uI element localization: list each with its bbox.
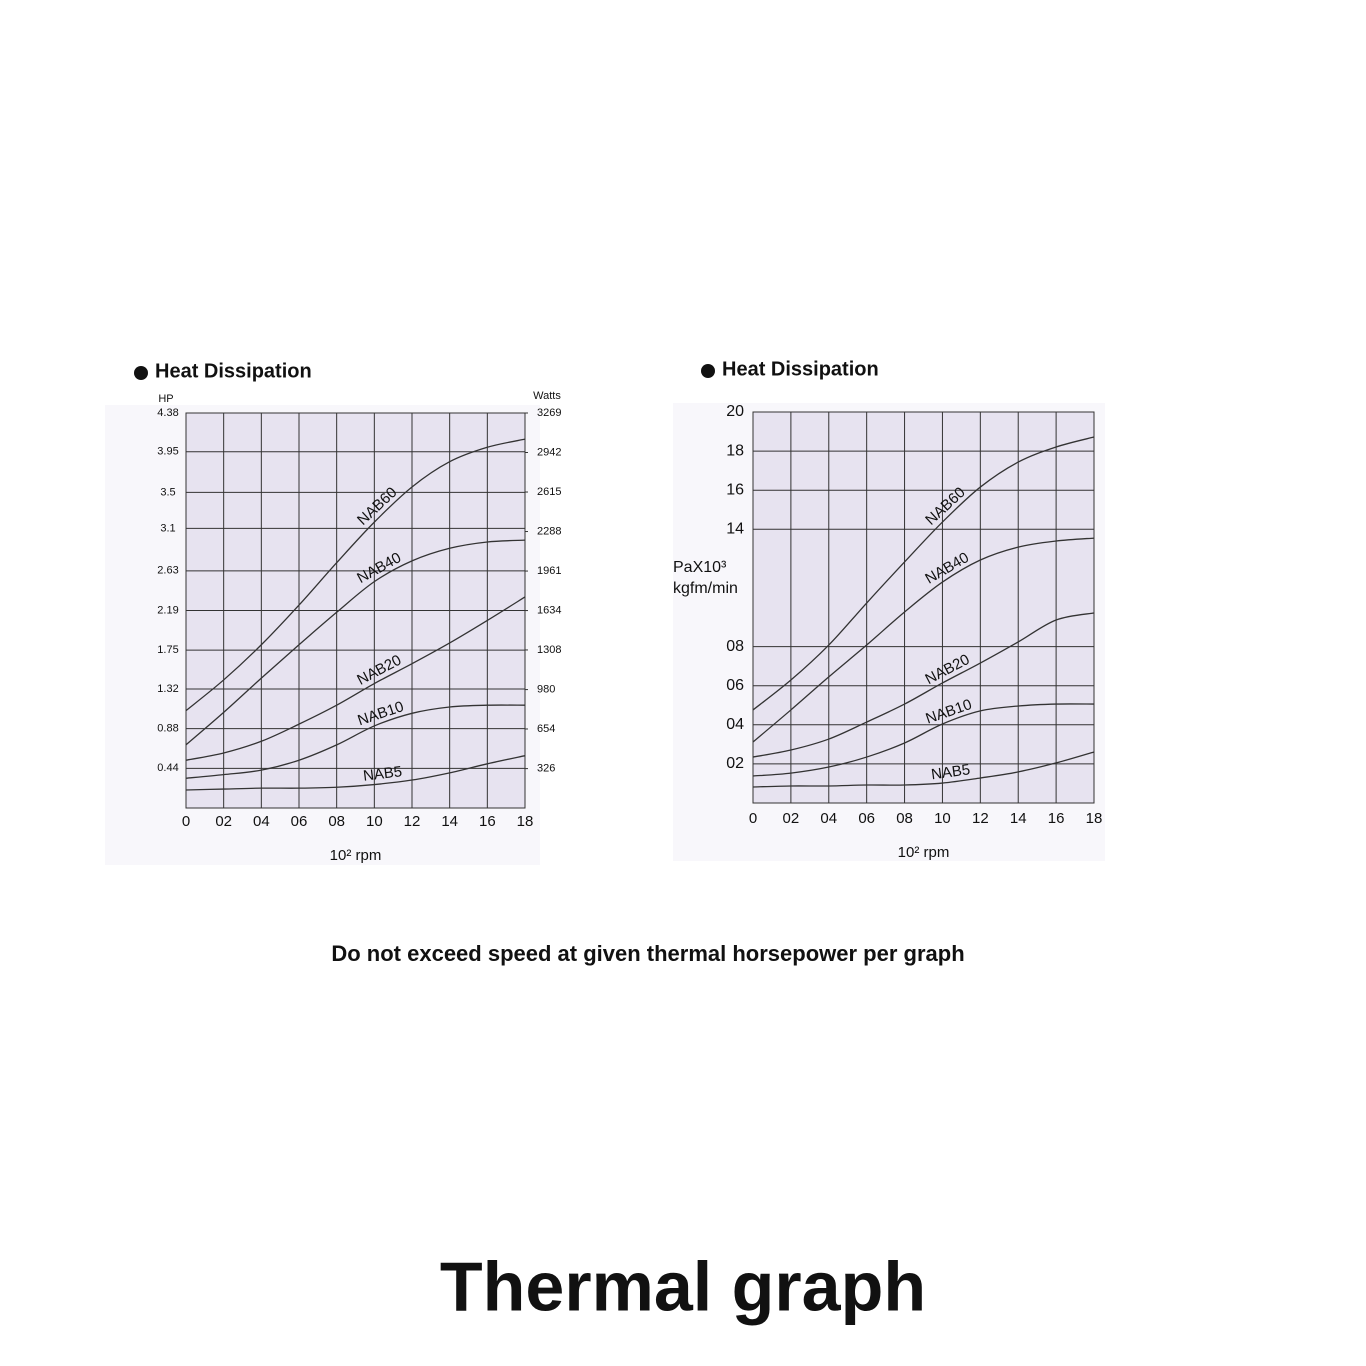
y-tick-label: 1.75 xyxy=(157,644,178,656)
x-tick-label: 18 xyxy=(517,813,534,830)
x-tick-label: 10 xyxy=(366,813,383,830)
y-tick-label: 2.63 xyxy=(157,565,178,577)
y-tick-label: 3.95 xyxy=(157,446,178,458)
y-tick-label: 04 xyxy=(726,716,744,733)
x-tick-label: 04 xyxy=(253,813,270,830)
series-line xyxy=(752,537,1095,743)
series-line xyxy=(185,539,526,746)
x-tick-label: 16 xyxy=(1048,810,1065,827)
y-tick-label: 0.44 xyxy=(157,762,178,774)
y-tick-label: 4.38 xyxy=(157,407,178,419)
caption: Do not exceed speed at given thermal hor… xyxy=(331,941,964,966)
y-tick-label: 18 xyxy=(726,442,744,459)
series-label: NAB5 xyxy=(930,761,971,783)
y-tick-label: 3.1 xyxy=(160,522,175,534)
x-tick-label: 10 xyxy=(934,810,951,827)
series-line xyxy=(185,755,526,791)
x-tick-label: 06 xyxy=(291,813,308,830)
x-tick-label: 08 xyxy=(896,810,913,827)
x-tick-label: 04 xyxy=(820,810,837,827)
y-tick-label: 0.88 xyxy=(157,723,178,735)
y2-tick-label: 1308 xyxy=(537,644,561,656)
y-tick-label: 02 xyxy=(726,755,744,772)
x-axis-label: 10² rpm xyxy=(330,847,382,864)
x-tick-label: 12 xyxy=(404,813,421,830)
y2-tick-label: 2288 xyxy=(537,525,561,537)
y-tick-label: 08 xyxy=(726,638,744,655)
plot-area xyxy=(752,411,1095,804)
y2-tick-label: 654 xyxy=(537,723,555,735)
series-line xyxy=(752,612,1095,758)
x-tick-label: 08 xyxy=(328,813,345,830)
series-label: NAB5 xyxy=(362,763,403,785)
y-tick-label: 16 xyxy=(726,481,744,498)
x-tick-label: 0 xyxy=(182,813,190,830)
y2-tick-label: 980 xyxy=(537,683,555,695)
y2-tick-label: 1634 xyxy=(537,604,561,616)
x-tick-label: 16 xyxy=(479,813,496,830)
y2-axis-label: Watts xyxy=(533,390,561,402)
chart-title: Heat Dissipation xyxy=(155,360,312,382)
series-line xyxy=(752,703,1095,777)
y2-tick-label: 2942 xyxy=(537,446,561,458)
x-axis-label: 10² rpm xyxy=(898,844,950,861)
x-tick-label: 0 xyxy=(749,810,757,827)
y-tick-label: 1.32 xyxy=(157,683,178,695)
y2-tick-label: 1961 xyxy=(537,565,561,577)
series-line xyxy=(185,438,526,712)
y-axis-label: kgfm/min xyxy=(673,580,738,597)
y-tick-label: 06 xyxy=(726,677,744,694)
x-tick-label: 12 xyxy=(972,810,989,827)
x-tick-label: 02 xyxy=(783,810,800,827)
x-tick-label: 18 xyxy=(1086,810,1103,827)
y2-tick-label: 2615 xyxy=(537,486,561,498)
heading: Thermal graph xyxy=(440,1247,926,1325)
y-tick-label: 14 xyxy=(726,521,744,538)
y-tick-label: 3.5 xyxy=(160,486,175,498)
y-axis-label: PaX10³ xyxy=(673,559,727,576)
y2-tick-label: 3269 xyxy=(537,407,561,419)
x-tick-label: 14 xyxy=(441,813,458,830)
series-line xyxy=(185,596,526,761)
y-axis-label: HP xyxy=(158,393,173,405)
chart-title: Heat Dissipation xyxy=(722,358,879,380)
series-line xyxy=(752,436,1095,711)
title-bullet xyxy=(701,364,715,378)
y-tick-label: 20 xyxy=(726,403,744,420)
series-line xyxy=(185,704,526,779)
y-tick-label: 2.19 xyxy=(157,604,178,616)
title-bullet xyxy=(134,366,148,380)
x-tick-label: 06 xyxy=(858,810,875,827)
x-tick-label: 02 xyxy=(215,813,232,830)
series-line xyxy=(752,751,1095,788)
x-tick-label: 14 xyxy=(1010,810,1027,827)
y2-tick-label: 326 xyxy=(537,763,555,775)
